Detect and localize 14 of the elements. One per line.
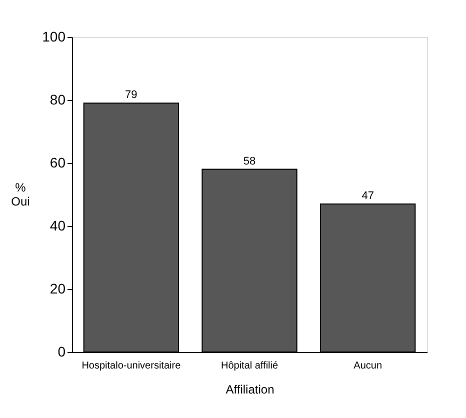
y-tick-label: 60 xyxy=(50,154,66,170)
y-tick-label: 0 xyxy=(58,344,66,360)
data-label: 58 xyxy=(243,155,256,168)
y-tick-label: 20 xyxy=(50,280,66,296)
data-label: 79 xyxy=(125,89,138,102)
x-tick-label: Aucun xyxy=(354,360,382,372)
y-tick-label: 80 xyxy=(50,92,66,108)
y-axis-title: % Oui xyxy=(11,180,30,208)
data-label: 47 xyxy=(362,190,374,202)
y-tick-label: 40 xyxy=(50,218,66,234)
x-tick-label: Hospitalo-universitaire xyxy=(82,360,182,372)
x-tick-label: Hôpital affilié xyxy=(220,360,278,372)
x-axis-title: Affiliation xyxy=(226,382,274,396)
y-tick-label: 100 xyxy=(42,28,66,44)
